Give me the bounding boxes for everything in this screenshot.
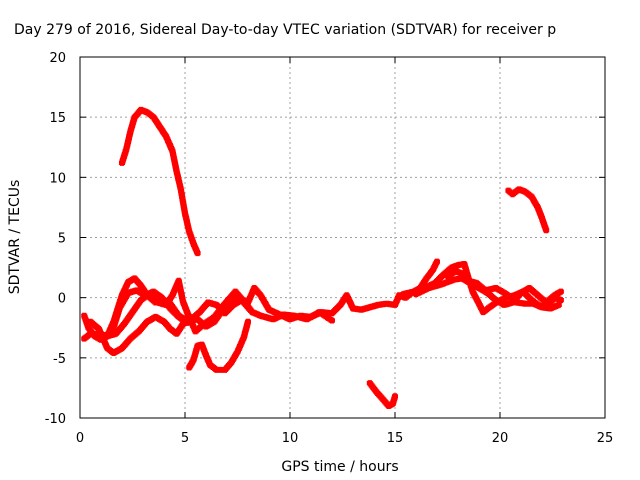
x-tick-label: 5	[181, 431, 189, 446]
y-tick-label: -5	[53, 352, 66, 367]
series-arc-low-midday	[366, 380, 398, 409]
series-markers	[81, 277, 335, 342]
x-tick-label: 0	[76, 431, 84, 446]
series-markers	[444, 268, 562, 312]
series-arc-b	[81, 277, 335, 342]
series-markers	[98, 287, 191, 340]
series-markers	[119, 106, 201, 257]
series-markers	[87, 297, 254, 356]
y-tick-label: 5	[58, 232, 66, 247]
series-markers	[186, 318, 251, 373]
series-arc-high-evening	[505, 186, 550, 234]
y-tick-label: 0	[58, 292, 66, 307]
series-markers	[366, 380, 398, 409]
series-arc-afternoon-3	[444, 268, 562, 312]
series-arc-dip-early	[186, 318, 251, 373]
x-axis-label: GPS time / hours	[281, 459, 398, 475]
x-tick-labels: 0 5 10 15 20 25	[76, 431, 613, 446]
grid-lines	[80, 57, 605, 418]
y-tick-label: 20	[49, 51, 66, 66]
y-tick-label: 10	[49, 171, 66, 186]
data-series	[81, 106, 564, 409]
chart-title: Day 279 of 2016, Sidereal Day-to-day VTE…	[14, 22, 556, 38]
y-tick-label: 15	[49, 111, 66, 126]
y-axis-label: SDTVAR / TECUs	[7, 180, 23, 295]
x-tick-label: 25	[597, 431, 614, 446]
series-arc-d	[98, 287, 191, 340]
y-tick-label: -10	[45, 412, 66, 427]
x-tick-label: 15	[387, 431, 404, 446]
series-arc-c	[87, 297, 254, 356]
x-tick-label: 10	[282, 431, 299, 446]
x-tick-label: 20	[492, 431, 509, 446]
tick-marks	[79, 56, 606, 419]
y-tick-labels: -10 -5 0 5 10 15 20	[45, 51, 66, 427]
series-arc-high-morning	[119, 106, 201, 257]
series-markers	[505, 186, 550, 234]
